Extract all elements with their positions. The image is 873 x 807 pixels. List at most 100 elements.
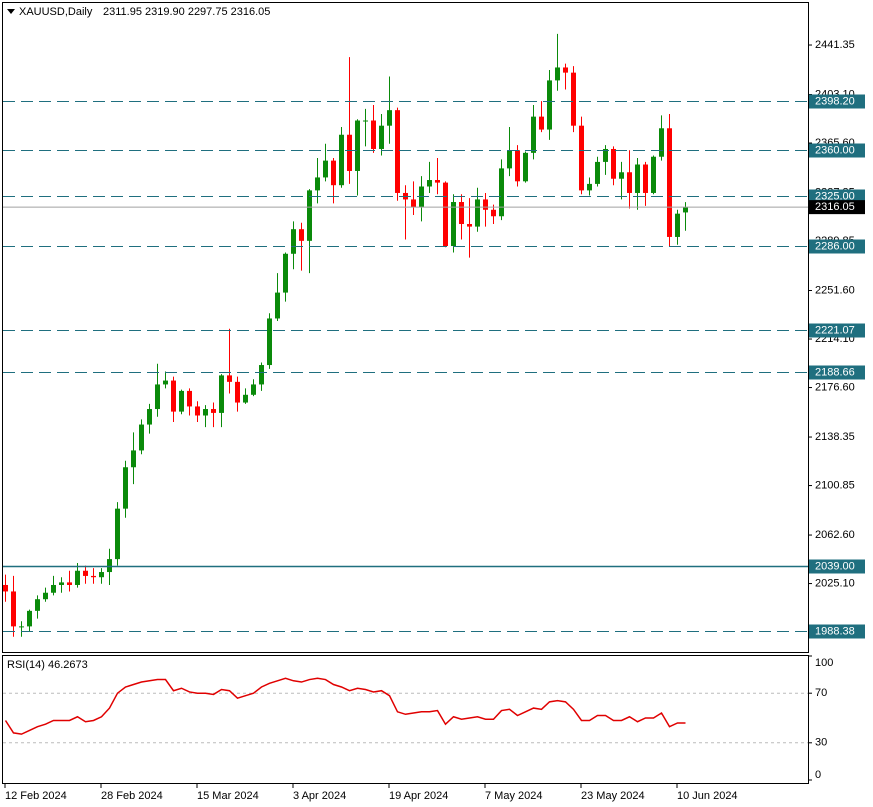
y-tick-label: 2176.60 — [815, 381, 855, 393]
level-label-box — [809, 365, 865, 380]
candle-body — [203, 409, 208, 416]
candle-body — [603, 148, 608, 162]
level-label: 2039.00 — [815, 560, 855, 572]
main-panel — [2, 2, 809, 653]
candle-body — [163, 380, 168, 385]
rsi-line — [4, 677, 686, 735]
candle-body — [43, 592, 48, 600]
candle-body — [211, 409, 216, 413]
candle-body — [467, 224, 472, 227]
ohlc-header: 2311.95 2319.90 2297.75 2316.05 — [103, 6, 270, 18]
candle-body — [243, 394, 248, 403]
x-tick-label: 28 Feb 2024 — [101, 790, 163, 802]
rsi-label: RSI(14) 46.2673 — [7, 659, 88, 671]
level-label-box — [809, 559, 865, 574]
candle-body — [107, 559, 112, 573]
candle-body — [547, 80, 552, 130]
candle-body — [491, 209, 496, 217]
level-label: 2286.00 — [815, 240, 855, 252]
candle-body — [635, 164, 640, 193]
candle-body — [371, 120, 376, 149]
level-label-box — [809, 239, 865, 254]
x-tick-label: 23 May 2024 — [581, 790, 645, 802]
candle-body — [595, 161, 600, 184]
menu-triangle[interactable] — [7, 9, 15, 14]
candle-body — [67, 582, 72, 585]
candle-body — [387, 110, 392, 126]
candle-body — [515, 150, 520, 182]
candle-body — [291, 229, 296, 254]
candle-body — [83, 570, 88, 576]
candle-body — [35, 599, 40, 611]
candle-body — [659, 128, 664, 157]
x-tick-label: 3 Apr 2024 — [293, 790, 346, 802]
candle-body — [123, 467, 128, 509]
rsi-panel — [2, 655, 809, 784]
candle-body — [539, 116, 544, 130]
rsi-tick-label: 0 — [815, 769, 821, 781]
candle-body — [579, 125, 584, 191]
candle-body — [587, 183, 592, 191]
y-tick-label: 2062.60 — [815, 529, 855, 541]
candle-body — [411, 199, 416, 208]
level-label: 2398.20 — [815, 95, 855, 107]
candle-body — [283, 253, 288, 293]
candle-body — [75, 570, 80, 585]
candle-body — [427, 180, 432, 187]
candle-body — [323, 160, 328, 178]
candle-body — [619, 172, 624, 179]
candle-body — [307, 190, 312, 241]
candle-body — [155, 384, 160, 410]
level-label-box — [809, 323, 865, 338]
x-tick-label: 12 Feb 2024 — [5, 790, 67, 802]
candle-body — [51, 584, 56, 593]
candle-body — [451, 202, 456, 247]
candle-body — [435, 180, 440, 183]
candle-body — [475, 199, 480, 227]
current-price-box — [809, 200, 865, 215]
candle-body — [563, 67, 568, 73]
candle-body — [355, 120, 360, 171]
candle-body — [331, 160, 336, 186]
x-tick-label: 7 May 2024 — [485, 790, 542, 802]
candle-body — [299, 229, 304, 241]
rsi-tick-label: 70 — [815, 687, 827, 699]
candle-body — [259, 365, 264, 385]
candle-body — [459, 202, 464, 225]
candle-body — [363, 120, 368, 122]
candle-body — [379, 125, 384, 149]
candle-body — [315, 177, 320, 191]
candle-body — [11, 591, 16, 627]
candle-body — [235, 381, 240, 403]
y-tick-label: 2251.60 — [815, 284, 855, 296]
y-tick-label: 2138.35 — [815, 431, 855, 443]
candle-body — [3, 584, 8, 592]
level-label: 2325.00 — [815, 190, 855, 202]
level-label-box — [809, 143, 865, 158]
level-label-box — [809, 624, 865, 639]
candle-body — [99, 572, 104, 578]
candle-body — [27, 610, 32, 627]
candle-body — [347, 134, 352, 171]
candle-body — [395, 110, 400, 193]
rsi-tick-label: 100 — [815, 657, 833, 669]
candle-body — [267, 318, 272, 366]
candle-body — [531, 116, 536, 153]
current-price-label: 2316.05 — [815, 201, 855, 213]
candle-body — [571, 72, 576, 126]
candle-body — [275, 292, 280, 319]
candle-body — [627, 172, 632, 193]
candle-body — [339, 134, 344, 186]
level-label-box — [809, 94, 865, 109]
candle-body — [91, 575, 96, 578]
level-label: 1988.38 — [815, 625, 855, 637]
candle-body — [171, 380, 176, 412]
candle-body — [675, 213, 680, 237]
candle-body — [227, 375, 232, 382]
candle-body — [443, 182, 448, 247]
candle-body — [523, 152, 528, 182]
candle-body — [643, 164, 648, 193]
candle-body — [483, 199, 488, 210]
candle-body — [219, 375, 224, 413]
